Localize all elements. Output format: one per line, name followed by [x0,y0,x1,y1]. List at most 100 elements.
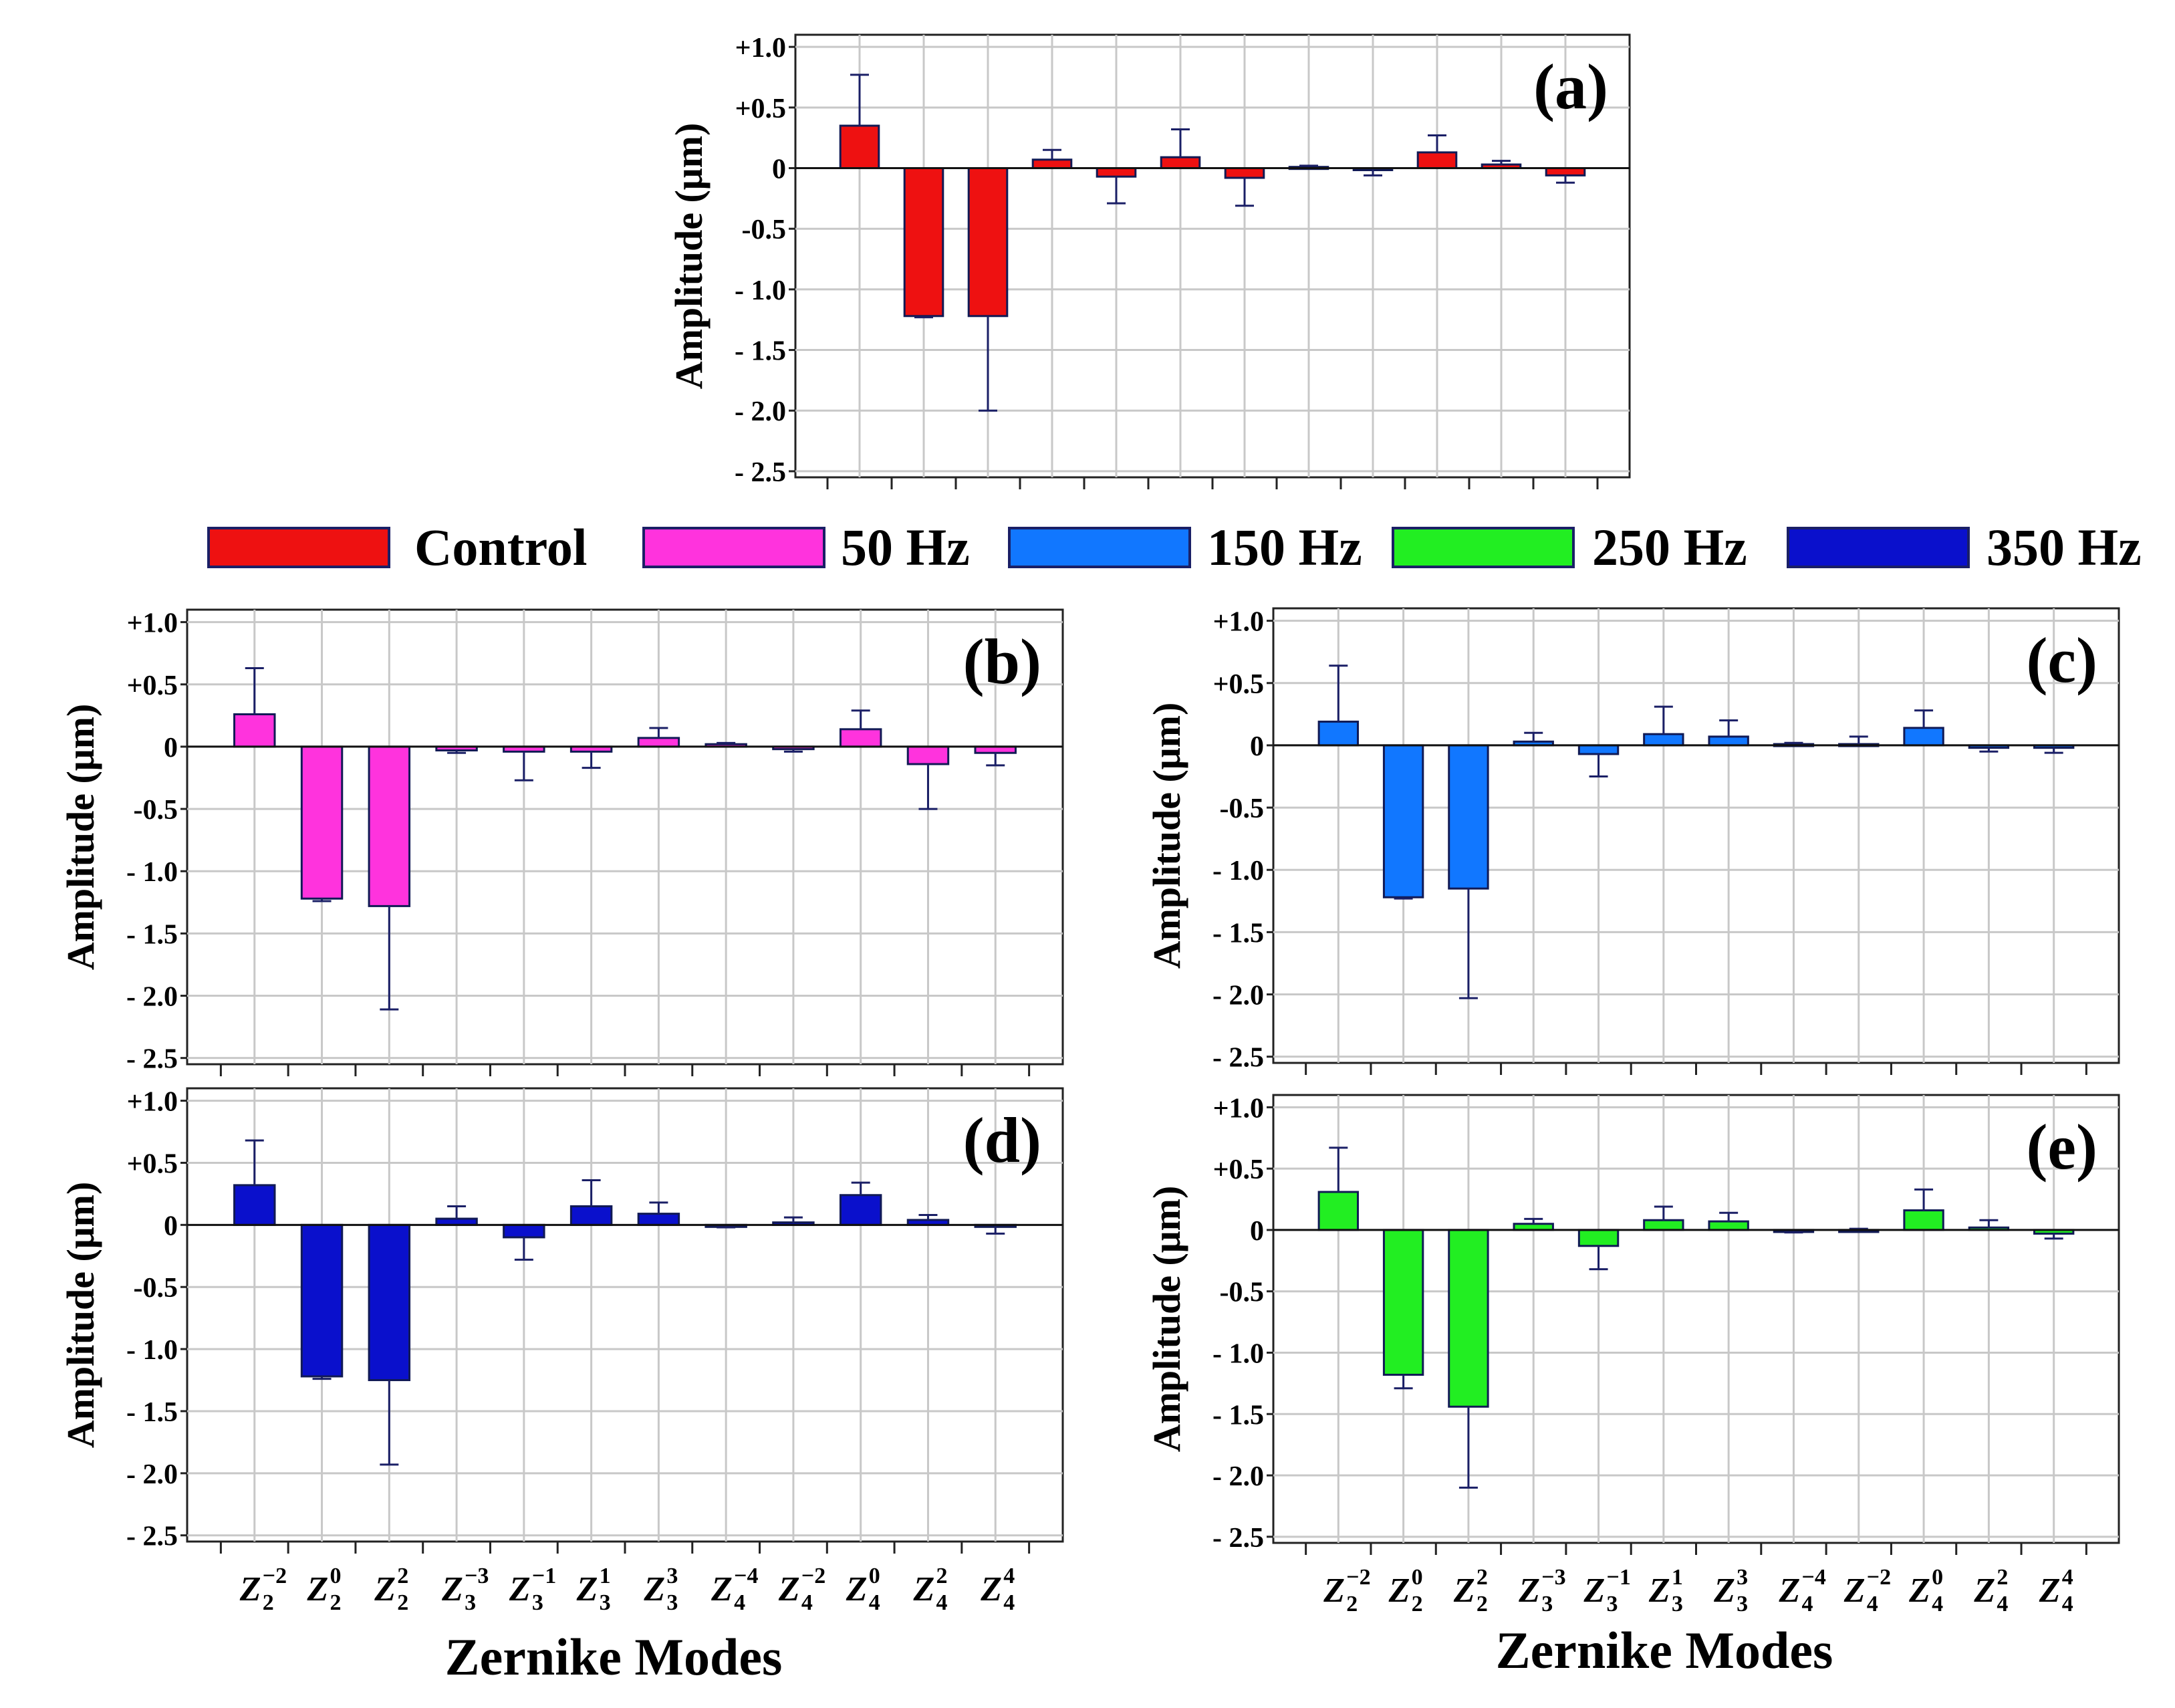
x-tick-label: Z [1843,1572,1866,1610]
x-tick-label-sub: 2 [263,1590,274,1615]
bar [1903,727,1944,747]
x-tick-label-sup: −2 [801,1564,825,1588]
y-tick-label: -0.5 [1220,794,1265,824]
legend-swatch [642,527,825,568]
bar [368,745,411,907]
x-axis-title-right: Zernike Modes [1496,1621,1833,1679]
x-tick-label-sup: −4 [734,1564,758,1588]
legend-label: 150 Hz [1207,518,1362,576]
x-tick-label: Z [1713,1572,1735,1610]
x-tick-label: Z [1648,1572,1670,1610]
x-tick-label-sub: 4 [801,1590,813,1615]
y-tick-label: +0.5 [1213,1154,1264,1185]
bar [1317,721,1359,747]
y-tick-label: - 2.5 [1212,1523,1264,1554]
x-tick-label: Z [912,1570,934,1608]
x-tick-label-sup: 0 [1412,1565,1423,1590]
bar [1382,744,1424,898]
x-tick-label-sub: 3 [465,1590,476,1615]
bar [906,745,950,765]
x-tick-label-sup: −1 [1607,1565,1631,1590]
bar [1382,1229,1424,1376]
bar [1224,167,1265,179]
y-tick-label: - 1.0 [1212,1338,1264,1369]
x-tick-label: Z [1908,1572,1930,1610]
bar [1545,167,1586,176]
y-tick-label: -0.5 [742,215,787,245]
y-tick-label: 0 [164,733,178,763]
bar [503,1223,545,1239]
y-tick-label: - 1.0 [126,857,178,888]
x-tick-label-sub: 4 [1932,1592,1943,1616]
legend-swatch [1008,527,1191,568]
bar [1643,733,1684,747]
y-tick-label: -0.5 [134,795,178,826]
y-tick-label: +1.0 [127,1087,178,1118]
legend-item: Control [207,518,588,576]
x-tick-label-sup: 0 [330,1564,342,1588]
x-tick-label: Z [374,1570,396,1608]
y-tick-label: - 2.0 [1212,1461,1264,1492]
y-tick-label: - 2.5 [126,1521,178,1552]
legend-label: 50 Hz [841,518,970,576]
y-tick-label: - 2.5 [735,457,786,488]
x-tick-label-sup: −1 [532,1564,556,1588]
y-tick-label: 0 [1250,731,1264,762]
x-tick-label-sup: −3 [465,1564,489,1588]
panel-a: +1.0 +0.5 0 -0.5 - 1.0 - 1.5 - 2.0 - 2.5 Amplitu… [667,33,1631,489]
legend-item: 150 Hz [1008,518,1362,576]
bar [839,124,880,170]
x-tick-label: Z [307,1570,329,1608]
bar [967,167,1009,318]
y-tick-label: - 2.0 [735,396,786,427]
x-tick-label: Z [1518,1572,1540,1610]
bar [368,1223,411,1382]
x-tick-label: Z [1453,1572,1475,1610]
bar [300,745,344,900]
bar [1448,744,1489,890]
bar [1708,735,1749,747]
x-tick-label-sub: 3 [666,1590,678,1615]
legend: Control 50 Hz 150 Hz 250 Hz 350 Hz [207,518,2142,576]
x-tick-label-sub: 4 [734,1590,745,1615]
panel-e: +1.0 +0.5 0 -0.5 - 1.0 - 1.5 - 2.0 - 2.5 Amplitu… [1145,1093,2120,1616]
x-tick-label-sup: 4 [2062,1565,2073,1590]
y-axis-label: Amplitude (μm) [1145,1186,1188,1453]
x-tick-label: Z [711,1570,733,1608]
bar [1577,744,1620,755]
y-tick-label: - 1.5 [126,919,178,950]
x-tick-label: Z [441,1570,463,1608]
x-tick-label-sup: −2 [1867,1565,1891,1590]
legend-item: 350 Hz [1787,518,2142,576]
bar [637,1213,680,1226]
y-tick-label: +1.0 [127,608,178,639]
x-tick-label-sub: 3 [1607,1592,1618,1616]
bar [300,1223,344,1378]
x-tick-label-sup: 3 [1737,1565,1748,1590]
x-tick-label-sub: 4 [1003,1590,1015,1615]
y-tick-label: - 1.5 [1212,1400,1264,1431]
x-axis-title-left: Zernike Modes [445,1628,783,1686]
y-tick-label: +1.0 [1213,607,1264,638]
x-tick-label: Z [1973,1572,1995,1610]
panel-label: (c) [2026,624,2097,696]
x-tick-label: Z [778,1570,800,1608]
x-tick-label: Z [1583,1572,1606,1610]
legend-label: Control [414,518,588,576]
x-tick-label: Z [1388,1572,1410,1610]
x-tick-label-sub: 3 [1541,1592,1553,1616]
x-tick-label-sub: 2 [1477,1592,1488,1616]
y-tick-label: - 1.5 [735,336,786,367]
x-tick-label: Z [1323,1572,1345,1610]
legend-swatch [207,527,390,568]
panel-label: (a) [1533,51,1608,122]
y-tick-label: +0.5 [127,670,178,701]
y-tick-label: +1.0 [1213,1093,1264,1124]
bar [233,1184,276,1226]
y-tick-label: - 2.0 [126,1459,178,1490]
x-tick-label-sub: 4 [1801,1592,1813,1616]
x-tick-label-sub: 2 [1346,1592,1358,1616]
y-tick-label: - 1.5 [126,1397,178,1428]
x-tick-label-sub: 4 [1867,1592,1878,1616]
